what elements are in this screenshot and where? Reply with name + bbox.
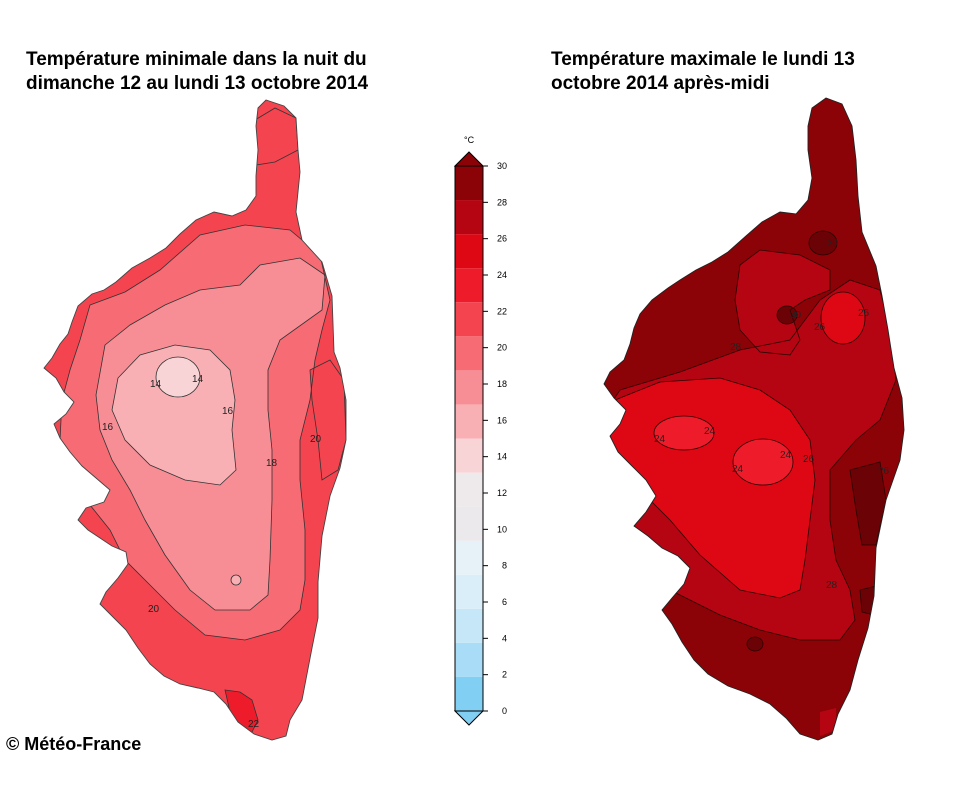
- colorbar-tick-label: 20: [497, 343, 507, 353]
- colorbar-cell: [455, 472, 483, 507]
- left-map-fills: [44, 100, 346, 740]
- colorbar-cell: [455, 574, 483, 609]
- colorbar-bottom-arrow: [453, 710, 485, 726]
- left-contour-label: 16: [102, 422, 114, 433]
- colorbar-tick-label: 30: [497, 161, 507, 171]
- colorbar-cell: [455, 506, 483, 541]
- right-contour-label: 26: [858, 308, 870, 319]
- right-contour-label: 28: [730, 342, 742, 353]
- left-contour-label: 14: [192, 374, 204, 385]
- colorbar-tick-label: 16: [497, 415, 507, 425]
- colorbar-cell: [455, 608, 483, 643]
- right-contour-label: 30: [790, 310, 802, 321]
- right-contour-label: 26: [803, 454, 815, 465]
- right-contour-label: 26: [814, 322, 826, 333]
- right-contour-label: 24: [732, 464, 744, 475]
- colorbar-cell: [455, 302, 483, 337]
- right-contour-label: 28: [826, 580, 838, 591]
- left-contour-label: 16: [222, 406, 234, 417]
- right-contour-label: 24: [654, 434, 666, 445]
- colorbar-cell: [455, 336, 483, 371]
- left-contour-label: 18: [266, 458, 278, 469]
- colorbar-cell: [455, 370, 483, 405]
- left-contour-label: 22: [248, 719, 260, 730]
- colorbar-cells: [454, 165, 484, 712]
- colorbar-cell: [455, 676, 483, 711]
- right-title-line1: Température maximale le lundi 13: [551, 49, 855, 70]
- colorbar-top-arrow: [453, 151, 485, 167]
- colorbar-cell: [455, 234, 483, 269]
- colorbar-tick-label: 8: [502, 561, 507, 571]
- right-contour-labels: 28 30 30 26 26 24 24 24 24 26 26 28 28: [654, 238, 890, 591]
- colorbar-tick-label: 12: [497, 488, 507, 498]
- right-contour-label: 26: [878, 466, 890, 477]
- colorbar-tick-label: 28: [497, 197, 507, 207]
- colorbar-unit: °C: [464, 135, 475, 145]
- colorbar-tick-label: 4: [502, 633, 507, 643]
- colorbar-tick-label: 10: [497, 524, 507, 534]
- left-contour-labels: 14 14 16 16 18 20 20 22: [102, 374, 322, 730]
- colorbar-tick-label: 26: [497, 234, 507, 244]
- right-contour-label: 24: [780, 450, 792, 461]
- colorbar-cell: [455, 404, 483, 439]
- colorbar-cell: [455, 438, 483, 473]
- left-contour-label: 20: [148, 604, 160, 615]
- right-contour-label: 24: [704, 426, 716, 437]
- colorbar-tick-label: 6: [502, 597, 507, 607]
- right-title-line2: octobre 2014 après-midi: [551, 73, 770, 94]
- copyright-notice: © Météo-France: [6, 734, 142, 754]
- left-contour-label: 20: [310, 434, 322, 445]
- colorbar-cell: [455, 540, 483, 575]
- colorbar-tick-label: 22: [497, 306, 507, 316]
- left-map-title: Température minimale dans la nuit du dim…: [26, 48, 436, 96]
- colorbar-tick-label: 14: [497, 452, 507, 462]
- left-contour-label: 14: [150, 379, 162, 390]
- colorbar-cell: [455, 166, 483, 201]
- left-title-line2: dimanche 12 au lundi 13 octobre 2014: [26, 73, 369, 94]
- right-contour-label: 30: [827, 238, 839, 249]
- left-title-line1: Température minimale dans la nuit du: [26, 49, 367, 70]
- colorbar-cell: [455, 268, 483, 303]
- colorbar-cell: [455, 200, 483, 235]
- colorbar-tick-label: 0: [502, 706, 507, 716]
- right-map-title: Température maximale le lundi 13 octobre…: [551, 48, 931, 96]
- colorbar-tick-label: 24: [497, 270, 507, 280]
- colorbar-tick-label: 2: [502, 670, 507, 680]
- colorbar-tick-label: 18: [497, 379, 507, 389]
- colorbar-cell: [455, 642, 483, 677]
